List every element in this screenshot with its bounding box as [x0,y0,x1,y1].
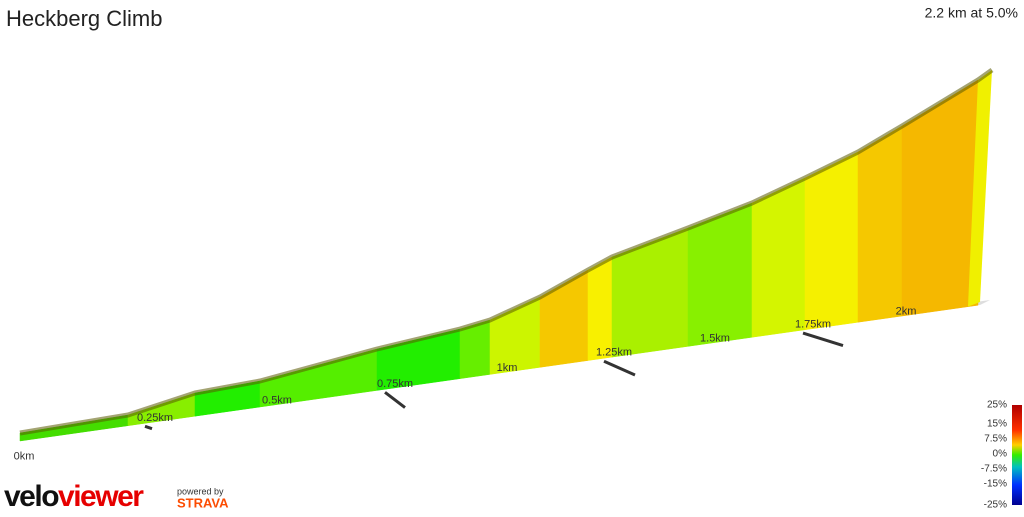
legend-labels: 25% 15% 7.5% 0% -7.5% -15% -25% [981,400,1007,511]
distance-label: 1.75km [795,319,831,331]
gradient-legend [1012,405,1022,505]
title: Heckberg Climb [6,6,163,31]
legend-label: -25% [984,500,1007,511]
segment [611,227,689,358]
distance-bar [384,391,406,409]
distance-label: 0km [14,450,35,462]
legend-label: -7.5% [981,464,1007,475]
legend-label: 15% [987,419,1007,430]
brand: veloviewer [4,480,144,512]
strava: STRAVA [177,495,229,510]
distance-bar [802,331,844,347]
legend-label: 25% [987,400,1007,411]
powered-by: powered by [177,486,224,496]
segment [857,125,903,323]
segment [901,79,979,317]
distance-bar [603,359,636,377]
segment [587,256,613,361]
profile: 0km 0.25km 0.5km 0.75km 1km 1.25km 1.5km 1.75km… [14,67,994,462]
distance-label: 0.5km [262,394,292,406]
distance-label: 1km [497,362,518,374]
end-face [968,70,992,307]
distance-label: 0.75km [377,378,413,390]
distance-label: 1.5km [700,332,730,344]
legend-label: -15% [984,479,1007,490]
legend-label: 7.5% [984,434,1007,445]
ridge [19,67,994,436]
distance-label: 0.25km [137,412,173,424]
distance-bar [144,424,153,431]
segment [804,151,859,331]
distance-label: 1.25km [596,347,632,359]
distance-label: 2km [896,305,917,317]
legend-label: 0% [993,449,1008,460]
summary: 2.2 km at 5.0% [925,5,1018,21]
